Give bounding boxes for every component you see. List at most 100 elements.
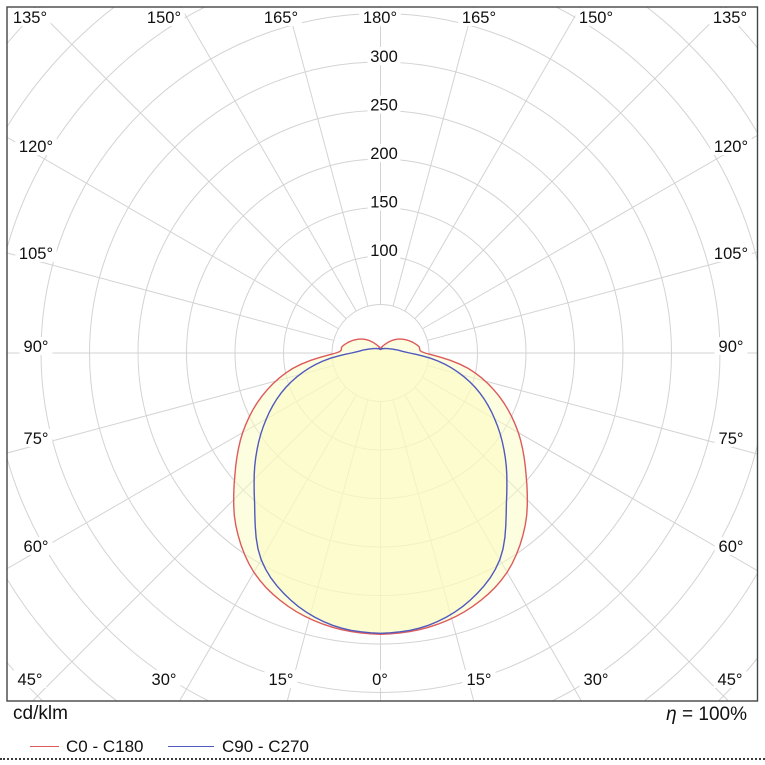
angle-label-75-right: 75°: [714, 429, 748, 448]
radial-tick-label-150: 150: [367, 192, 401, 212]
angle-label-45-left: 45°: [13, 670, 47, 689]
angle-label-15-right: 15°: [462, 670, 496, 689]
angle-label-165-right-text: 165°: [462, 9, 496, 27]
angle-label-150-left: 150°: [143, 8, 185, 27]
grid-ray-225: [33, 7, 347, 320]
grid-ray-120: [422, 134, 758, 330]
angle-label-90-left: 90°: [19, 337, 53, 356]
bottom-dotted-divider: [0, 758, 765, 760]
angle-label-0: 0°: [367, 670, 393, 689]
angle-label-105-left-bg: [15, 244, 57, 262]
radial-tick-label-250-text: 250: [370, 97, 398, 115]
radial-tick-label-200-bg: [367, 144, 401, 162]
grid-ray-165: [392, 7, 474, 307]
angle-label-150-left-bg: [143, 8, 185, 26]
angle-label-120-left-bg: [15, 137, 57, 155]
angle-label-15-right-bg: [462, 670, 496, 688]
angle-label-120-left-text: 120°: [19, 138, 53, 156]
grid-ray-135: [414, 7, 728, 320]
angle-label-150-right-text: 150°: [579, 9, 613, 27]
radial-tick-label-300-bg: [367, 47, 401, 65]
angle-label-90-left-bg: [19, 337, 53, 355]
polar-photometric-diagram: 0° 15° 15° 30° 30° 45° 45° 60° 60° 75° 75° 90° 90° 10…: [6, 6, 759, 702]
angle-label-105-right-bg: [710, 244, 752, 262]
angle-label-105-left: 105°: [15, 244, 57, 263]
polar-plot-area: 0° 15° 15° 30° 30° 45° 45° 60° 60° 75° 75° 90° 90° 10…: [6, 6, 759, 702]
angle-label-90-right: 90°: [714, 337, 748, 356]
grid-ray-75: [427, 365, 758, 455]
angle-label-60-right: 60°: [714, 537, 748, 556]
radial-tick-label-150-text: 150: [370, 194, 398, 212]
angle-label-90-left-text: 90°: [24, 338, 49, 356]
grid-ray-210: [180, 7, 357, 312]
angle-label-120-left: 120°: [15, 137, 57, 156]
radial-tick-label-200-text: 200: [370, 145, 398, 163]
angle-label-45-left-text: 45°: [18, 671, 43, 689]
angle-label-105-left-text: 105°: [19, 245, 53, 263]
angle-label-165-left-bg: [260, 8, 302, 26]
angle-label-180: 180°: [359, 8, 401, 27]
angle-label-30-right-text: 30°: [584, 671, 609, 689]
angle-label-45-right: 45°: [713, 670, 747, 689]
angle-label-150-right: 150°: [575, 8, 617, 27]
angle-label-15-left-text: 15°: [269, 671, 294, 689]
angle-label-0-bg: [367, 670, 393, 688]
c0-c180-legend-label: C0 - C180: [66, 737, 144, 756]
radial-tick-label-100-text: 100: [370, 242, 398, 260]
grid-ray-285: [7, 365, 334, 454]
angle-label-75-right-bg: [714, 429, 748, 447]
unit-label: cd/klm: [13, 703, 68, 724]
angle-label-180-bg: [359, 8, 401, 26]
angle-label-15-right-text: 15°: [467, 671, 492, 689]
radial-tick-label-150-bg: [367, 192, 401, 211]
angle-label-105-right-text: 105°: [714, 245, 748, 263]
series-curve-c90-c270: [253, 347, 508, 635]
angle-label-105-right: 105°: [710, 244, 752, 263]
grid-ray-240: [7, 136, 339, 330]
angle-label-135-left-text: 135°: [13, 9, 47, 27]
radial-tick-label-100: 100: [367, 241, 401, 260]
angle-label-180-text: 180°: [363, 9, 397, 27]
angle-label-30-right-bg: [579, 670, 613, 688]
grid-ray-150: [404, 7, 581, 312]
c0-c180-legend-line: [30, 746, 59, 747]
angle-label-0-text: 0°: [372, 671, 388, 689]
angle-label-165-left: 165°: [260, 8, 302, 27]
radial-tick-label-100-bg: [367, 241, 401, 259]
angle-label-165-right-bg: [458, 8, 500, 26]
radial-tick-label-200: 200: [367, 144, 401, 163]
angle-label-45-right-bg: [713, 670, 747, 688]
angle-label-60-left-bg: [19, 537, 53, 555]
efficiency-label: η = 100%: [666, 704, 747, 726]
radial-tick-label-250-bg: [367, 95, 401, 114]
angle-label-30-right: 30°: [579, 670, 613, 689]
angle-label-150-left-text: 150°: [147, 9, 181, 27]
angle-label-150-right-bg: [575, 8, 617, 26]
angle-label-165-left-text: 165°: [264, 9, 298, 27]
eta-value: = 100%: [682, 704, 747, 725]
plot-border: [6, 6, 759, 702]
angle-label-135-right: 135°: [709, 8, 751, 27]
angle-label-60-right-text: 60°: [719, 538, 744, 556]
series-curve-c0-c180: [233, 338, 528, 636]
eta-symbol: η: [666, 704, 677, 725]
angle-label-30-left: 30°: [147, 670, 181, 689]
radial-tick-label-300: 300: [367, 47, 401, 66]
angle-label-45-left-bg: [13, 670, 47, 688]
radial-tick-label-300-text: 300: [370, 48, 398, 66]
grid-ray-255: [7, 252, 334, 341]
angle-label-60-left: 60°: [19, 537, 53, 556]
angle-label-120-right-bg: [710, 137, 752, 155]
angle-label-75-left-bg: [19, 429, 53, 447]
angle-label-90-right-text: 90°: [719, 338, 744, 356]
c90-c270-legend-line: [168, 746, 214, 747]
grid-ray-195: [287, 7, 369, 307]
angle-label-165-right: 165°: [458, 8, 500, 27]
angle-label-120-right-text: 120°: [714, 138, 748, 156]
angle-label-135-left: 135°: [9, 8, 51, 27]
angle-label-75-right-text: 75°: [719, 430, 744, 448]
radial-tick-label-250: 250: [367, 95, 401, 115]
angle-label-60-left-text: 60°: [24, 538, 49, 556]
angle-label-75-left-text: 75°: [24, 430, 49, 448]
